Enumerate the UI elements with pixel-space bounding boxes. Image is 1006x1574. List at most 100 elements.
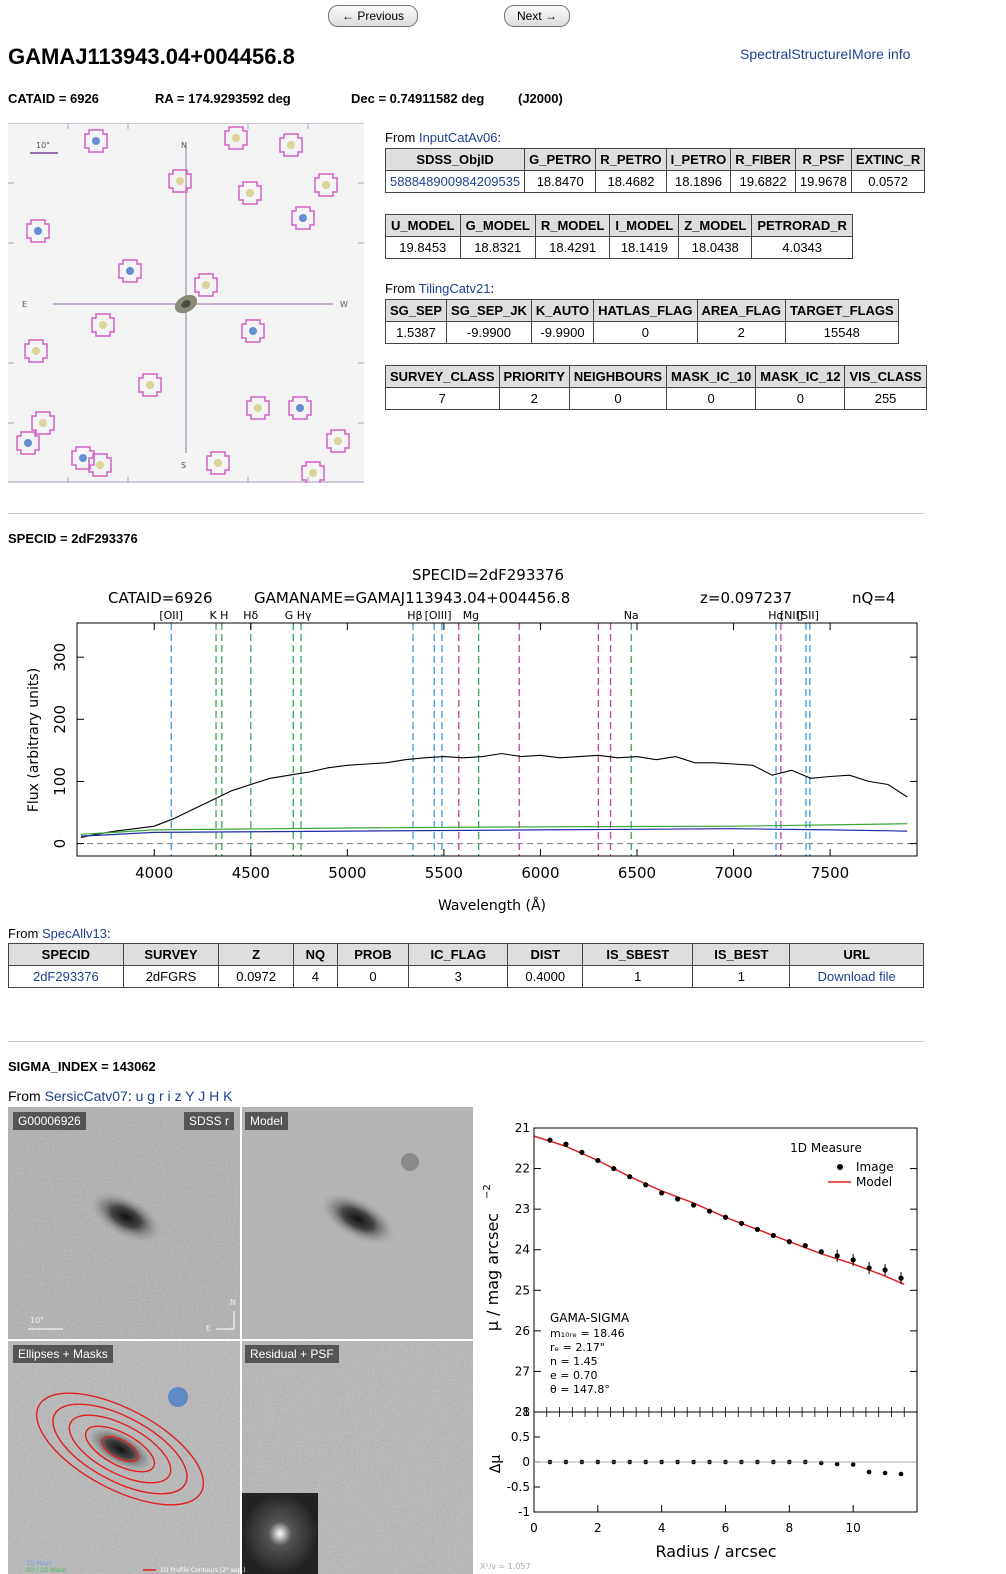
band-link-Y[interactable]: Y [185,1088,195,1104]
x-tick-label: 0 [530,1521,538,1535]
table-cell: 19.9678 [794,170,852,193]
table-header: NQ [293,943,338,966]
band-link-u[interactable]: u [135,1088,144,1104]
specid-link[interactable]: 2dF293376 [32,969,99,984]
spectral-line-label: [NII] [780,609,803,622]
info-title: GAMA-SIGMA [550,1311,630,1325]
residual-y-tick-label: -0.5 [507,1480,530,1494]
table-header: SPECID [8,943,124,966]
sigma-index-heading: SIGMA_INDEX = 143062 [8,1059,156,1074]
info-links[interactable]: SpectralStructureIMore info [740,46,911,62]
spectrum-nq: nQ=4 [852,589,895,607]
band-link-J[interactable]: J [198,1088,206,1104]
mask-region [238,181,262,205]
star-object [79,454,87,462]
star-object [334,437,342,445]
table-cell[interactable]: 588848900984209535 [384,170,526,193]
band-link-K[interactable]: K [223,1088,233,1104]
mask-region [288,396,312,420]
x-tick-label: 7500 [811,864,849,882]
star-object [34,227,42,235]
image-data-point [643,1182,649,1188]
image-data-point [770,1232,776,1239]
residual-psf-label: Residual + PSF [245,1345,339,1363]
mask-region [31,411,55,435]
spectral-line-label: [OIII] [425,609,452,622]
y-tick-label: 23 [515,1202,530,1216]
legend-model-label: Model [856,1175,892,1189]
colon: : [107,926,111,941]
compass-n-label: N [230,1298,236,1307]
table-header: TARGET_FLAGS [784,299,899,322]
y-tick-label: 28 [515,1405,530,1419]
image-data-point [579,1149,585,1155]
previous-button[interactable]: ← Previous [328,5,418,27]
legend-title: 1D Measure [790,1141,862,1155]
table-header-row: SURVEY_CLASS PRIORITY NEIGHBOURS MASK_IC… [385,365,927,388]
table-cell: 3 [408,965,509,988]
band-link-z[interactable]: z [174,1088,182,1104]
finding-chart-image: 10" N S E W [8,123,364,483]
star-object [146,381,154,389]
dec-label: Dec = 0.74911582 deg [351,91,485,106]
table-header: SURVEY_CLASS [385,365,500,388]
band-link-i[interactable]: i [167,1088,171,1104]
table-cell: 2 [696,321,786,344]
download-file-link[interactable]: Download file [817,969,896,984]
next-button[interactable]: Next → [504,5,570,27]
image-data-point [627,1174,633,1180]
y-tick-label: 100 [51,767,69,796]
y-tick-label: 22 [515,1162,530,1176]
table-header: HATLAS_FLAG [593,299,698,322]
sersic-cat-link[interactable]: SersicCatv07 [44,1088,128,1104]
sersic-image-panels: 10" E N 1D Mask 1D / 2D Mask 1D Profile … [8,1107,473,1574]
table-row: 19.8453 18.8321 18.4291 18.1419 18.0438 … [385,236,853,259]
table-header: R_PETRO [595,148,667,171]
image-data-point [754,1226,761,1233]
image-data-point [738,1220,745,1226]
image-data-point [818,1249,824,1255]
image-data-point [547,1137,553,1143]
table-cell[interactable]: Download file [789,965,924,988]
colon: : [490,281,495,296]
image-data-point [611,1165,617,1172]
band-link-g[interactable]: g [147,1088,156,1104]
mask-region [26,219,50,243]
residual-data-point [818,1460,824,1466]
table-cell: -9.9900 [530,321,595,344]
spec-all-link[interactable]: SpecAllv13 [41,926,108,941]
table-cell[interactable]: 2dF293376 [8,965,124,988]
table-cell: 7 [385,387,500,410]
spectral-line-label: K H [209,609,228,622]
tiling-cat-link[interactable]: TilingCatv21 [418,281,491,296]
star-object [32,347,40,355]
table-header: DIST [507,943,584,966]
table-cell: 0 [336,965,410,988]
mask-region [91,313,115,337]
table-cell: 2 [498,387,570,410]
band-link-H[interactable]: H [209,1088,220,1104]
page-title: GAMAJ113943.04+004456.8 [8,44,295,69]
sdss-objid-link[interactable]: 588848900984209535 [390,174,521,189]
image-scale-label: 10" [30,1316,44,1325]
table-cell: 4.0343 [751,236,853,259]
input-cat-link[interactable]: InputCatAv06 [418,130,498,145]
table-cell: 18.8470 [524,170,597,193]
table-header-row: SG_SEP SG_SEP_JK K_AUTO HATLAS_FLAG AREA… [384,299,899,322]
table-cell: 19.6822 [730,170,796,193]
spec-all-source: From SpecAllv13: [8,926,111,941]
x-tick-label: 6000 [521,864,559,882]
x-tick-label: 5000 [328,864,366,882]
table-cell: 18.8321 [459,236,536,259]
image-data-point [802,1243,808,1249]
input-cat-table-1: SDSS_ObjID G_PETRO R_PETRO I_PETRO R_FIB… [384,148,926,193]
table-header: PROB [336,943,410,966]
profile-ylabel-sup: −2 [482,1184,493,1199]
table-header-row: SPECID SURVEY Z NQ PROB IC_FLAG DIST IS_… [8,943,924,966]
band-link-r[interactable]: r [158,1088,164,1104]
table-cell: 255 [844,387,927,410]
star-object [214,459,222,467]
residual-y-tick-label: -1 [518,1505,530,1519]
table-cell: 18.4291 [534,236,611,259]
spectrum-redshift: z=0.097237 [700,589,792,607]
